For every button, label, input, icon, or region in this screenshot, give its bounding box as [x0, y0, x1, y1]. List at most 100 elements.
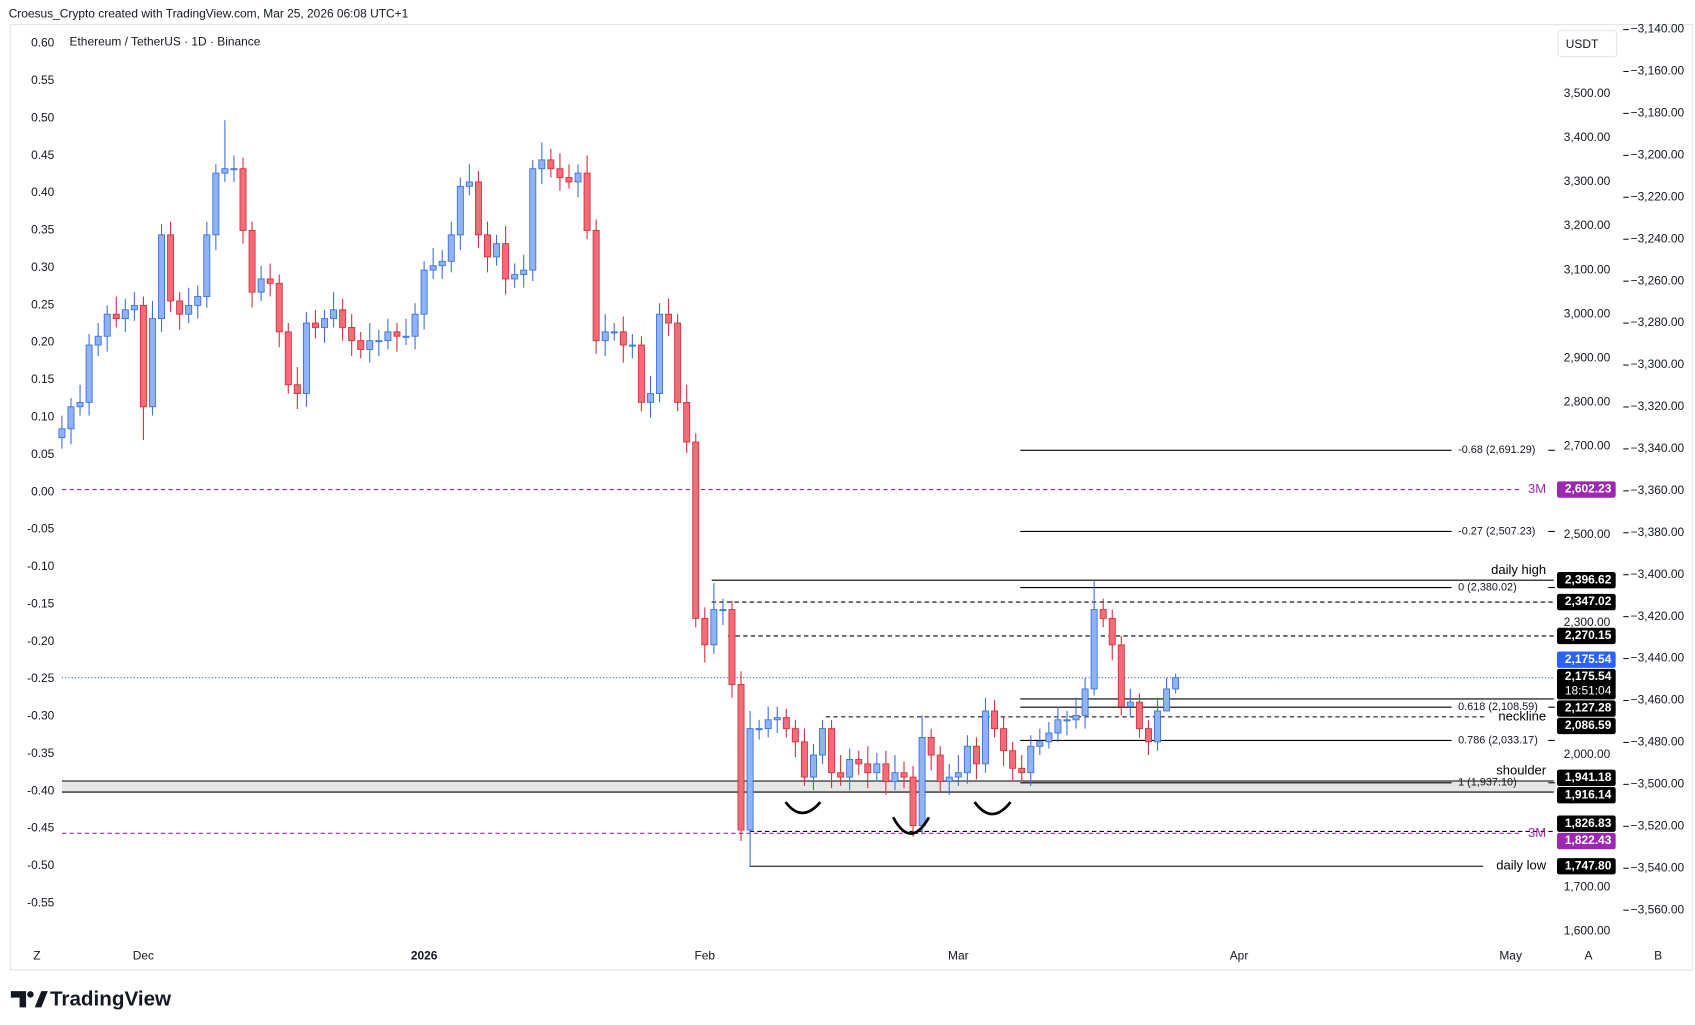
y2-tick-label: -0.15: [27, 596, 55, 610]
y3-tick-label: −3,520.00: [1631, 818, 1685, 832]
x-tick-label: Mar: [948, 949, 969, 963]
y-tick-label: 2,800.00: [1564, 395, 1611, 409]
candle-body: [275, 282, 283, 333]
corner-label[interactable]: B: [1654, 949, 1662, 963]
currency-button[interactable]: [1557, 30, 1618, 58]
y3-tick-label: −3,260.00: [1631, 273, 1685, 287]
candle-body: [619, 331, 627, 346]
fib-label: 1 (1,937.10): [1458, 777, 1517, 789]
candle-body: [1072, 714, 1080, 721]
y3-tick-label: −3,300.00: [1631, 357, 1685, 371]
candle-body: [511, 274, 519, 280]
candle-body: [221, 168, 229, 174]
price-tag-label: 2,270.15: [1565, 628, 1612, 642]
y3-tick-label: −3,340.00: [1631, 441, 1685, 455]
candle-body: [474, 181, 482, 236]
y2-tick-label: 0.20: [31, 335, 55, 349]
candle-body: [592, 229, 600, 342]
candle-body: [846, 759, 854, 778]
y3-tick-label: −3,500.00: [1631, 777, 1685, 791]
candle-body: [764, 719, 772, 730]
candle-body: [420, 269, 428, 315]
candle-body: [674, 322, 682, 403]
candle-body: [130, 304, 138, 311]
candle-body: [1063, 719, 1071, 722]
fib-label: 0.618 (2,108.59): [1458, 701, 1538, 713]
candle-body: [1117, 644, 1125, 708]
corner-label[interactable]: A: [1585, 949, 1593, 963]
candle-body: [321, 318, 328, 328]
candle-body: [366, 340, 374, 350]
candle-body: [574, 172, 582, 183]
candle-body: [1090, 609, 1098, 690]
candle-body: [927, 736, 935, 756]
corner-label[interactable]: Z: [33, 949, 40, 963]
candle-body: [456, 185, 464, 236]
currency[interactable]: USDT: [1566, 37, 1599, 51]
candle-body: [565, 177, 573, 183]
y2-tick-label: -0.05: [27, 522, 55, 536]
candle-body: [819, 728, 826, 756]
candle-body: [85, 344, 93, 403]
candle-body: [402, 335, 410, 338]
candle-body: [311, 322, 319, 328]
candle-body: [538, 159, 546, 170]
y2-tick-label: 0.60: [31, 36, 55, 50]
candle-body: [719, 609, 727, 612]
candle-body: [357, 340, 365, 350]
y3-tick-label: −3,320.00: [1631, 399, 1685, 413]
level-text: shoulder: [1496, 763, 1547, 778]
candle-body: [556, 168, 564, 178]
candle-body: [583, 172, 591, 231]
candle-body: [67, 406, 75, 430]
x-tick-label: Apr: [1230, 949, 1249, 963]
candle-body: [1009, 750, 1017, 769]
candle-body: [972, 745, 980, 765]
candle-body: [800, 741, 808, 778]
candle-body: [465, 181, 473, 187]
y3-tick-label: −3,180.00: [1631, 106, 1685, 120]
candle-body: [194, 296, 202, 306]
candle-body: [203, 234, 211, 297]
candle-body: [737, 684, 745, 831]
candle-body: [185, 304, 193, 315]
level-text: neckline: [1498, 708, 1546, 723]
candle-body: [149, 318, 156, 408]
x-tick-label: Feb: [695, 949, 716, 963]
candle-body: [1045, 732, 1053, 743]
y-tick-label: 3,000.00: [1564, 306, 1611, 320]
y2-tick-label: -0.25: [27, 671, 55, 685]
y2-tick-label: 0.50: [31, 110, 55, 124]
symbol-title: Ethereum / TetherUS · 1D · Binance: [70, 35, 261, 49]
y2-tick-label: 0.15: [31, 372, 55, 386]
candle-body: [1099, 609, 1107, 619]
candle-body: [520, 269, 528, 275]
y3-tick-label: −3,380.00: [1631, 525, 1685, 539]
candle-body: [855, 759, 863, 765]
candle-body: [665, 313, 673, 324]
candle-body: [493, 243, 501, 258]
y2-tick-label: -0.40: [27, 783, 55, 797]
candle-body: [791, 728, 799, 743]
candle-body: [330, 309, 338, 320]
candle-body: [429, 265, 437, 271]
candle-body: [230, 168, 238, 171]
candle-body: [1036, 741, 1044, 747]
y2-tick-label: -0.45: [27, 821, 55, 835]
candle-body: [176, 300, 184, 315]
candle-body: [601, 331, 609, 342]
candle-body: [393, 331, 401, 337]
candle-body: [837, 772, 845, 778]
candle-body: [637, 344, 645, 403]
candle-body: [484, 234, 491, 258]
candle-body: [710, 609, 718, 646]
y-tick-label: 1,700.00: [1564, 879, 1611, 893]
y3-tick-label: −3,200.00: [1631, 148, 1685, 162]
candle-body: [94, 335, 102, 346]
level-text: 3M: [1528, 825, 1546, 840]
price-tag: [1557, 481, 1616, 498]
candle-body: [982, 710, 989, 765]
candle-body: [1027, 745, 1035, 774]
